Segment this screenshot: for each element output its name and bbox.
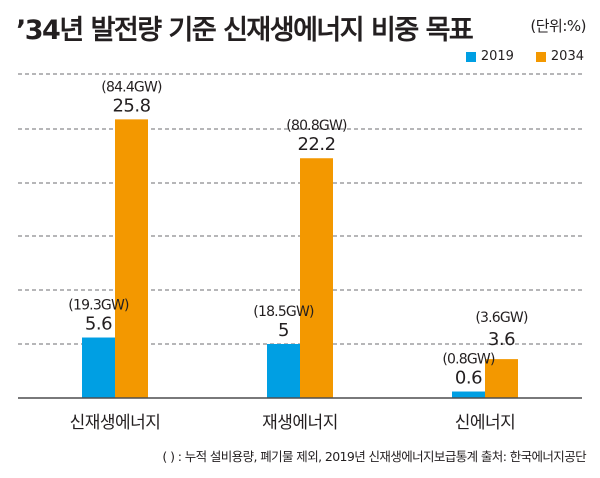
bar-2034-1 (300, 158, 333, 398)
capacity-label: (18.5GW) (253, 304, 314, 320)
legend-item-2034: 2034 (535, 49, 584, 64)
x-tick-label: 신재생에너지 (70, 413, 161, 433)
bar-2019-0 (82, 337, 115, 398)
value-label: 25.8 (112, 95, 150, 116)
chart-title: ’34년 발전량 기준 신재생에너지 비중 목표 (16, 15, 474, 46)
legend-label-2019: 2019 (480, 49, 514, 64)
footnote: ( ) : 누적 설비용량, 폐기물 제외, 2019년 신재생에너지보급통계 … (162, 449, 586, 464)
legend-label-2034: 2034 (550, 49, 584, 64)
unit-label: (단위:%) (530, 17, 586, 35)
bar-2019-1 (267, 344, 300, 398)
capacity-label: (3.6GW) (475, 310, 528, 326)
capacity-label: (19.3GW) (68, 298, 129, 314)
value-label: 0.6 (455, 368, 482, 389)
value-label: 5 (278, 320, 289, 341)
bar-2019-2 (452, 391, 485, 398)
x-tick-label: 신에너지 (455, 413, 516, 433)
bar-2034-0 (115, 119, 148, 399)
value-label: 5.6 (85, 314, 112, 335)
bars (82, 119, 518, 399)
x-axis-labels: 신재생에너지 재생에너지 신에너지 (70, 413, 516, 433)
legend-item-2019: 2019 (465, 49, 514, 64)
capacity-label: (84.4GW) (101, 79, 162, 95)
value-label: 22.2 (297, 134, 335, 155)
x-tick-label: 재생에너지 (262, 413, 338, 433)
legend-swatch-2019 (465, 51, 476, 62)
capacity-label: (80.8GW) (286, 118, 347, 134)
value-label: 3.6 (488, 329, 515, 350)
legend-swatch-2034 (535, 51, 546, 62)
legend: 2019 2034 (444, 49, 584, 64)
data-labels: 5.6(19.3GW) 25.8(84.4GW) 5(18.5GW) 22.2(80.… (68, 79, 528, 388)
bar-2034-2 (485, 359, 518, 398)
capacity-label: (0.8GW) (442, 352, 495, 368)
